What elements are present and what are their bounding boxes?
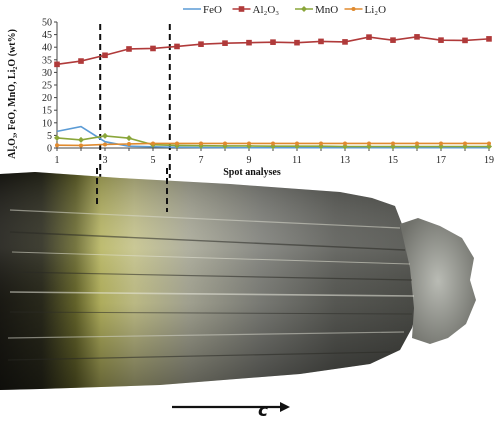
legend-label: Al₂O₃ <box>253 4 280 16</box>
x-tick-label: 5 <box>151 155 156 166</box>
data-point <box>55 143 59 148</box>
data-point <box>247 141 251 146</box>
legend-label: FeO <box>203 4 222 16</box>
data-point <box>54 61 60 68</box>
data-point <box>415 141 419 146</box>
y-tick-label: 30 <box>42 68 52 79</box>
y-tick-label: 50 <box>42 18 52 29</box>
c-axis-arrow <box>172 402 290 412</box>
data-point <box>199 141 203 146</box>
crystal-striations <box>7 209 415 361</box>
data-point <box>102 132 108 139</box>
data-point <box>127 141 131 146</box>
data-point <box>271 141 275 146</box>
x-tick-label: 19 <box>484 155 494 166</box>
legend-label: Li₂O <box>365 4 387 16</box>
legend-swatch-marker <box>351 7 356 11</box>
data-point <box>246 39 252 46</box>
legend-entry: Li₂O <box>344 4 387 16</box>
data-point <box>462 143 468 150</box>
series-alo <box>54 34 492 68</box>
data-point <box>175 141 179 146</box>
data-point <box>319 141 323 146</box>
legend-label: MnO <box>315 4 338 16</box>
x-tick-label: 3 <box>103 155 108 166</box>
y-tick-label: 35 <box>42 55 52 66</box>
data-point <box>439 141 443 146</box>
y-tick-label: 25 <box>42 81 52 92</box>
series-lio <box>55 141 491 148</box>
data-point <box>391 141 395 146</box>
x-tick-label: 11 <box>292 155 302 166</box>
x-tick-label: 9 <box>247 155 252 166</box>
y-tick-label: 0 <box>47 144 52 155</box>
x-tick-label: 1 <box>55 155 60 166</box>
data-point <box>486 143 492 150</box>
data-point <box>366 34 372 40</box>
x-axis-title: Spot analyses <box>223 167 281 178</box>
tourmaline-crystal-photo <box>0 168 476 412</box>
data-point <box>174 43 180 50</box>
y-tick-label: 5 <box>47 131 52 142</box>
data-point <box>414 34 420 40</box>
y-tick-label: 45 <box>42 30 52 41</box>
series-layer <box>54 34 492 150</box>
legend-entry: MnO <box>295 4 338 16</box>
data-point <box>462 37 468 44</box>
data-point <box>438 143 444 150</box>
crystal-termination <box>400 218 476 344</box>
x-tick-label: 13 <box>340 155 350 166</box>
x-tick-label: 7 <box>199 155 204 166</box>
data-point <box>126 46 132 52</box>
data-point <box>294 39 300 46</box>
legend: FeO Al₂O₃ MnO Li₂O <box>183 4 386 16</box>
data-point <box>126 135 132 142</box>
data-point <box>318 38 324 45</box>
data-point <box>390 143 396 150</box>
legend-entry: Al₂O₃ <box>232 4 280 16</box>
y-tick-label: 15 <box>42 106 52 117</box>
data-point <box>270 39 276 45</box>
data-point <box>150 45 156 52</box>
data-point <box>222 40 228 46</box>
data-point <box>343 141 347 146</box>
data-point <box>486 36 492 42</box>
c-axis-label: c <box>258 401 269 421</box>
legend-entry: FeO <box>183 4 222 16</box>
y-tick-label: 40 <box>42 43 52 54</box>
x-tick-label: 15 <box>388 155 398 166</box>
y-tick-label: 20 <box>42 93 52 104</box>
data-point <box>366 143 372 150</box>
y-tick-label: 10 <box>42 118 52 129</box>
data-point <box>151 141 155 146</box>
legend-swatch-marker <box>238 6 245 12</box>
data-point <box>295 141 299 146</box>
data-point <box>78 136 84 143</box>
data-point <box>342 39 348 45</box>
data-point <box>198 41 204 47</box>
data-point <box>463 141 467 146</box>
series-mno <box>54 132 492 150</box>
data-point <box>438 37 444 43</box>
data-point <box>342 143 348 150</box>
data-point <box>103 142 107 147</box>
data-point <box>367 141 371 146</box>
data-point <box>390 37 396 43</box>
data-point <box>487 141 491 146</box>
y-axis-title: Al₂O₃, FeO, MnO, Li₂O (wt%) <box>7 29 18 159</box>
data-point <box>79 143 83 148</box>
data-point <box>78 58 84 64</box>
data-point <box>102 52 108 59</box>
legend-swatch-marker <box>301 6 307 12</box>
data-point <box>223 141 227 146</box>
x-tick-label: 17 <box>436 155 446 166</box>
data-point <box>414 143 420 150</box>
data-point <box>54 134 60 141</box>
